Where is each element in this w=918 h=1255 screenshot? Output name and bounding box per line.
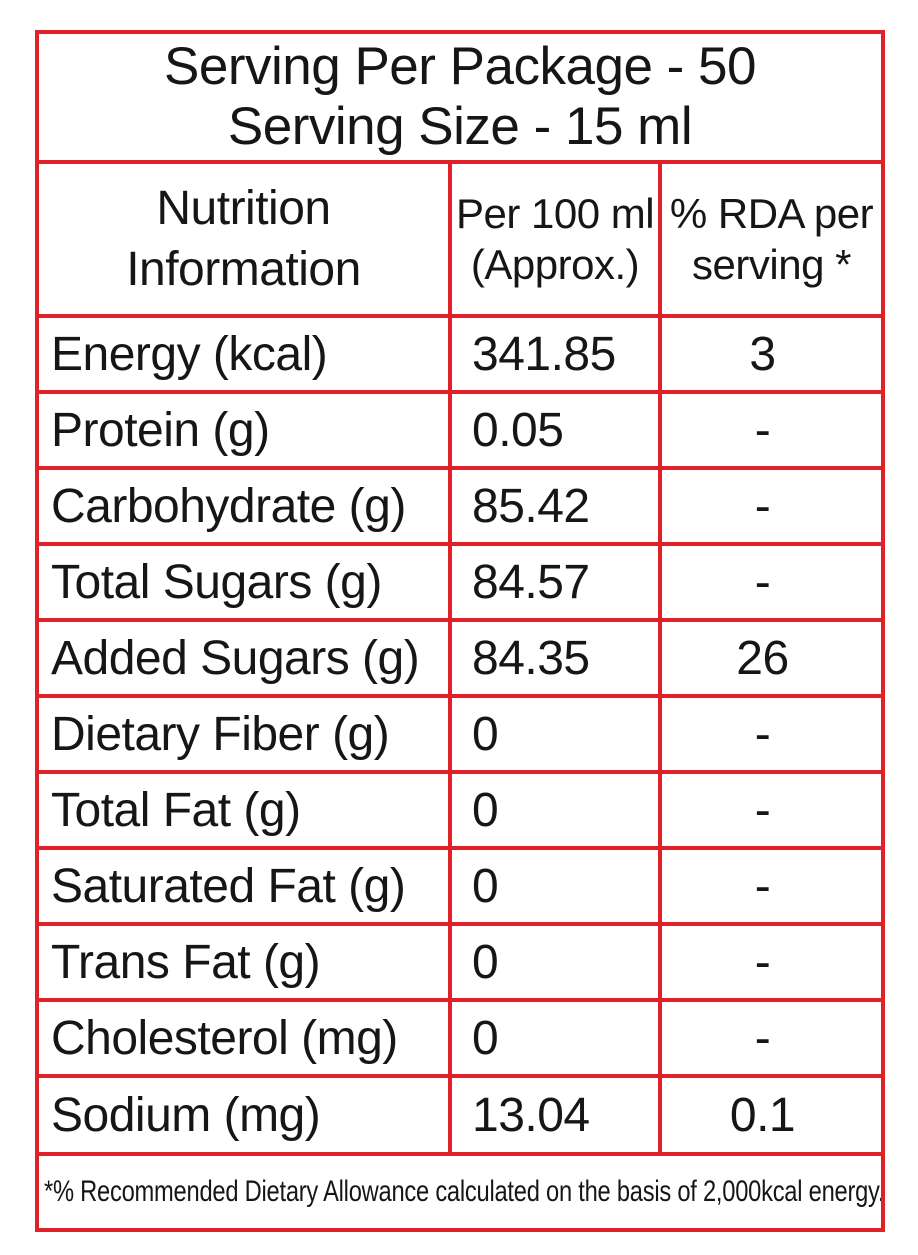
nutrient-rda-value: - [658, 770, 881, 850]
nutrient-label: Added Sugars (g) [39, 618, 452, 698]
nutrient-row: Saturated Fat (g) 0 - [39, 846, 881, 926]
col-header-nutrition-information: Nutrition Information [39, 164, 452, 318]
serving-info-header: Serving Per Package - 50 Serving Size - … [39, 34, 881, 164]
nutrient-per-100ml-value: 0 [448, 770, 662, 850]
col-header-per-100ml-line2: (Approx.) [470, 241, 640, 288]
nutrient-rda-value: - [658, 390, 881, 470]
nutrient-per-100ml-value: 84.57 [448, 542, 662, 622]
nutrient-row: Total Sugars (g) 84.57 - [39, 542, 881, 622]
nutrient-label: Total Fat (g) [39, 770, 452, 850]
col-header-nutrition-line2: Information [126, 243, 361, 296]
nutrient-rda-value: - [658, 466, 881, 546]
nutrient-per-100ml-value: 0 [448, 998, 662, 1078]
nutrient-row: Sodium (mg) 13.04 0.1 [39, 1074, 881, 1152]
nutrient-label: Trans Fat (g) [39, 922, 452, 1002]
nutrient-rda-value: 26 [658, 618, 881, 698]
col-header-rda-line2: serving * [692, 241, 851, 288]
nutrient-per-100ml-value: 0 [448, 694, 662, 774]
serving-per-package-text: Serving Per Package - 50 [164, 36, 756, 96]
serving-size-text: Serving Size - 15 ml [227, 97, 693, 156]
nutrient-label: Cholesterol (mg) [39, 998, 452, 1078]
nutrient-row: Carbohydrate (g) 85.42 - [39, 466, 881, 546]
nutrient-rda-value: - [658, 998, 881, 1078]
nutrient-label: Carbohydrate (g) [39, 466, 452, 546]
footnote: *% Recommended Dietary Allowance calcula… [39, 1152, 881, 1228]
col-header-nutrition-line1: Nutrition [156, 181, 331, 235]
nutrient-row: Protein (g) 0.05 - [39, 390, 881, 470]
nutrient-rda-value: - [658, 846, 881, 926]
nutrient-per-100ml-value: 13.04 [448, 1074, 662, 1152]
nutrient-label: Saturated Fat (g) [39, 846, 452, 926]
col-header-per-100ml: Per 100 ml (Approx.) [448, 164, 662, 318]
nutrient-per-100ml-value: 0 [448, 922, 662, 1002]
nutrition-facts-panel: Serving Per Package - 50 Serving Size - … [35, 30, 885, 1232]
col-header-per-100ml-line1: Per 100 ml [455, 189, 655, 237]
nutrient-label: Energy (kcal) [39, 314, 452, 394]
nutrient-label: Protein (g) [39, 390, 452, 470]
nutrient-label: Dietary Fiber (g) [39, 694, 452, 774]
table-header-row: Nutrition Information Per 100 ml (Approx… [39, 164, 881, 318]
nutrient-per-100ml-value: 341.85 [448, 314, 662, 394]
nutrient-rda-value: - [658, 922, 881, 1002]
nutrient-row: Energy (kcal) 341.85 3 [39, 314, 881, 394]
nutrient-row: Cholesterol (mg) 0 - [39, 998, 881, 1078]
nutrient-per-100ml-value: 0 [448, 846, 662, 926]
nutrient-row: Dietary Fiber (g) 0 - [39, 694, 881, 774]
footnote-text: *% Recommended Dietary Allowance calcula… [44, 1175, 881, 1208]
col-header-rda-line1: % RDA per [669, 189, 874, 237]
nutrient-per-100ml-value: 84.35 [448, 618, 662, 698]
nutrient-per-100ml-value: 0.05 [448, 390, 662, 470]
nutrient-per-100ml-value: 85.42 [448, 466, 662, 546]
nutrient-rda-value: 0.1 [658, 1074, 881, 1152]
nutrient-row: Total Fat (g) 0 - [39, 770, 881, 850]
nutrient-label: Total Sugars (g) [39, 542, 452, 622]
nutrient-rda-value: 3 [658, 314, 881, 394]
nutrition-table: Nutrition Information Per 100 ml (Approx… [39, 164, 881, 1152]
nutrient-rda-value: - [658, 542, 881, 622]
nutrient-label: Sodium (mg) [39, 1074, 452, 1152]
nutrient-row: Trans Fat (g) 0 - [39, 922, 881, 1002]
nutrient-rda-value: - [658, 694, 881, 774]
nutrient-row: Added Sugars (g) 84.35 26 [39, 618, 881, 698]
col-header-rda-per-serving: % RDA per serving * [658, 164, 881, 318]
